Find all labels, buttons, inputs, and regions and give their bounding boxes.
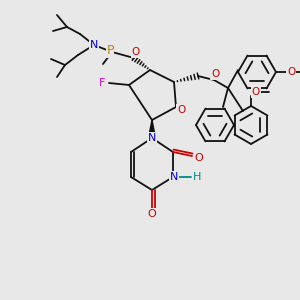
Text: O: O [132,47,140,57]
Text: O: O [177,105,185,115]
Text: O: O [252,87,260,97]
Text: H: H [193,172,201,182]
Text: O: O [195,153,203,163]
Text: F: F [99,78,105,88]
Text: N: N [170,172,178,182]
Text: O: O [148,209,156,219]
Text: P: P [106,44,114,58]
Polygon shape [148,120,155,138]
Text: O: O [211,69,219,79]
Text: N: N [148,133,156,143]
Text: N: N [90,40,98,50]
Text: O: O [287,67,295,77]
